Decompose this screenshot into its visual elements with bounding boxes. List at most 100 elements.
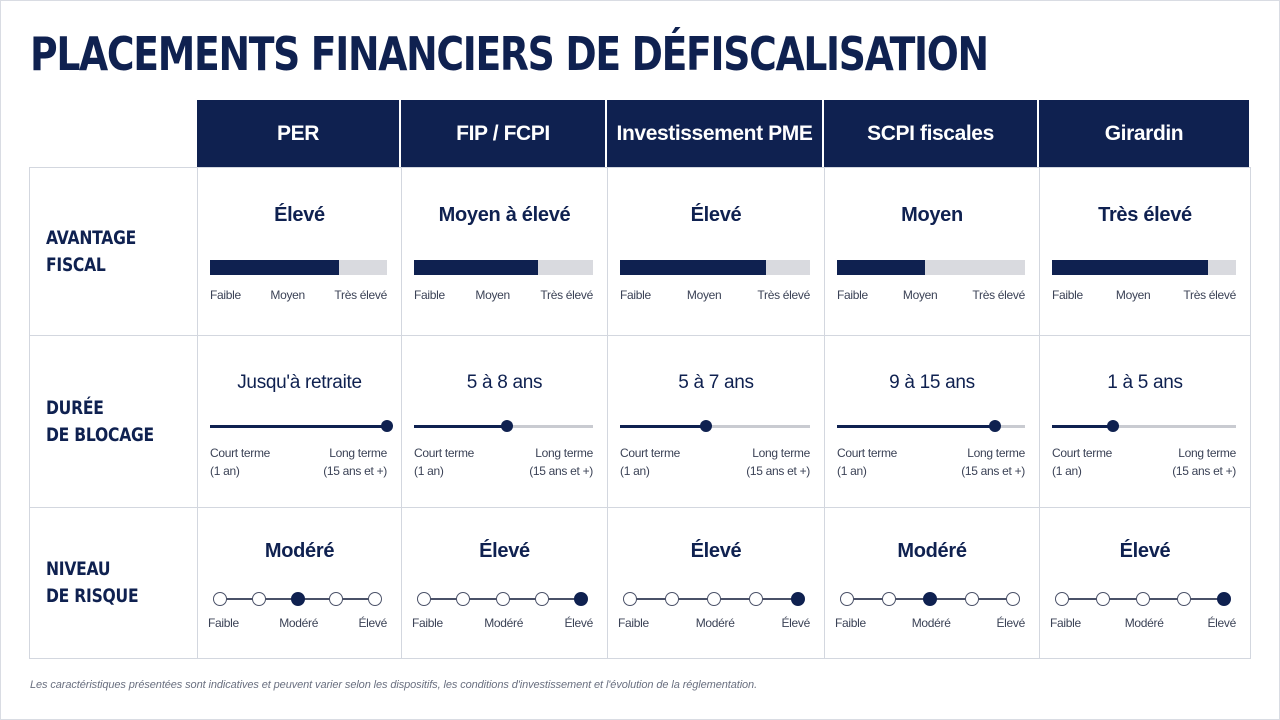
scale-label: Très élevé bbox=[1183, 288, 1236, 302]
duration-scale: Court terme (1 an) Long terme (15 ans et +) bbox=[837, 444, 1025, 480]
duration-start-label: Court terme bbox=[210, 446, 271, 460]
risk-scale: Faible Modéré Élevé bbox=[618, 616, 810, 630]
fiscal-cell: Très élevé Faible Moyen Très élevé bbox=[1039, 167, 1251, 335]
risk-dot bbox=[1095, 592, 1110, 606]
scale-label: Élevé bbox=[996, 616, 1025, 630]
duration-cell: 9 à 15 ans Court terme (1 an) Long terme (15… bbox=[824, 335, 1039, 507]
risk-dot bbox=[1136, 592, 1150, 606]
row-header-label: AVANTAGE FISCAL bbox=[46, 226, 137, 276]
fiscal-scale: Faible Moyen Très élevé bbox=[620, 288, 810, 302]
duration-fill bbox=[837, 425, 995, 428]
duration-knob bbox=[1106, 420, 1119, 432]
risk-cell: Modéré Faible Modéré Élevé bbox=[824, 507, 1039, 659]
scale-label: Élevé bbox=[358, 616, 387, 630]
fiscal-value: Élevé bbox=[690, 204, 742, 226]
fiscal-level-bar bbox=[210, 260, 387, 275]
scale-label: Moyen bbox=[686, 288, 722, 302]
risk-cell: Élevé Faible Modéré Élevé bbox=[607, 507, 824, 659]
row-header-duration: DURÉE DE BLOCAGE bbox=[29, 335, 197, 507]
fiscal-scale: Faible Moyen Très élevé bbox=[837, 288, 1025, 302]
fiscal-value: Moyen à élevé bbox=[438, 204, 571, 226]
duration-value: 5 à 8 ans bbox=[466, 372, 543, 393]
duration-fill bbox=[210, 425, 387, 428]
scale-label: Très élevé bbox=[334, 288, 387, 302]
duration-start-label: Court terme bbox=[837, 446, 898, 460]
duration-value: 1 à 5 ans bbox=[1107, 372, 1183, 393]
row-header-fiscal: AVANTAGE FISCAL bbox=[29, 167, 197, 335]
risk-scale-dots bbox=[623, 592, 805, 606]
fiscal-level-fill bbox=[837, 260, 926, 275]
risk-dot bbox=[623, 592, 637, 606]
fiscal-level-bar bbox=[414, 260, 593, 275]
risk-dot bbox=[707, 592, 721, 606]
risk-dot-selected bbox=[290, 592, 305, 606]
duration-end-sub: (15 ans et +) bbox=[746, 464, 810, 478]
scale-label: Modéré bbox=[484, 616, 524, 630]
scale-label: Moyen bbox=[475, 288, 510, 302]
risk-dot bbox=[417, 592, 431, 606]
duration-end: Long terme (15 ans et +) bbox=[529, 444, 593, 480]
duration-slider bbox=[414, 420, 593, 432]
duration-start: Court terme (1 an) bbox=[1052, 444, 1112, 480]
duration-cell: Jusqu'à retraite Court terme (1 an) Long te… bbox=[197, 335, 401, 507]
duration-slider bbox=[837, 420, 1025, 432]
scale-label: Élevé bbox=[564, 616, 593, 630]
row-header-risk: NIVEAU DE RISQUE bbox=[29, 507, 197, 659]
risk-dot bbox=[1055, 592, 1069, 606]
risk-scale-dots bbox=[840, 592, 1020, 606]
fiscal-level-bar bbox=[1052, 260, 1236, 275]
scale-label: Très élevé bbox=[972, 288, 1025, 302]
duration-end: Long terme (15 ans et +) bbox=[1172, 444, 1236, 480]
duration-end: Long terme (15 ans et +) bbox=[746, 444, 810, 480]
duration-start-sub: (1 an) bbox=[837, 464, 867, 478]
fiscal-level-bar bbox=[620, 260, 810, 275]
duration-start: Court terme (1 an) bbox=[210, 444, 270, 480]
duration-knob bbox=[501, 420, 514, 432]
fiscal-level-fill bbox=[1052, 260, 1209, 275]
fiscal-cell: Moyen Faible Moyen Très élevé bbox=[824, 167, 1039, 335]
risk-dot-selected bbox=[923, 592, 937, 606]
risk-dot bbox=[534, 592, 549, 606]
risk-dot bbox=[456, 592, 471, 606]
duration-cell: 1 à 5 ans Court terme (1 an) Long terme (15 … bbox=[1039, 335, 1251, 507]
duration-end: Long terme (15 ans et +) bbox=[323, 444, 387, 480]
scale-label: Élevé bbox=[781, 616, 810, 630]
duration-end-label: Long terme bbox=[967, 446, 1025, 460]
duration-scale: Court terme (1 an) Long terme (15 ans et +) bbox=[1052, 444, 1236, 480]
scale-label: Faible bbox=[412, 616, 443, 630]
risk-dot bbox=[881, 592, 896, 606]
duration-end-label: Long terme bbox=[1178, 446, 1236, 460]
duration-start-sub: (1 an) bbox=[414, 464, 444, 478]
duration-slider bbox=[1052, 420, 1236, 432]
duration-value: 9 à 15 ans bbox=[889, 372, 975, 393]
risk-scale: Faible Modéré Élevé bbox=[835, 616, 1025, 630]
scale-label: Modéré bbox=[1124, 616, 1164, 630]
fiscal-level-fill bbox=[620, 260, 767, 275]
duration-scale: Court terme (1 an) Long terme (15 ans et +) bbox=[414, 444, 593, 480]
risk-cell: Élevé Faible Modéré Élevé bbox=[1039, 507, 1251, 659]
duration-fill bbox=[620, 425, 706, 428]
duration-end-sub: (15 ans et +) bbox=[323, 464, 387, 478]
fiscal-level-bar bbox=[837, 260, 1025, 275]
risk-cell: Élevé Faible Modéré Élevé bbox=[401, 507, 607, 659]
duration-value: Jusqu'à retraite bbox=[237, 372, 362, 393]
row-header-label: NIVEAU DE RISQUE bbox=[46, 558, 139, 607]
duration-end: Long terme (15 ans et +) bbox=[961, 444, 1025, 480]
duration-scale: Court terme (1 an) Long terme (15 ans et +) bbox=[210, 444, 387, 480]
scale-label: Faible bbox=[835, 616, 866, 630]
scale-label: Moyen bbox=[902, 288, 938, 302]
page-title: PLACEMENTS FINANCIERS DE DÉFISCALISATION bbox=[30, 27, 989, 81]
row-header-label: DURÉE DE BLOCAGE bbox=[46, 396, 154, 446]
scale-label: Faible bbox=[837, 288, 868, 302]
duration-scale: Court terme (1 an) Long terme (15 ans et +) bbox=[620, 444, 810, 480]
risk-dot-selected bbox=[574, 592, 588, 606]
scale-label: Faible bbox=[618, 616, 649, 630]
duration-fill bbox=[414, 425, 508, 428]
scale-label: Faible bbox=[620, 288, 651, 302]
risk-dot bbox=[213, 592, 227, 606]
column-header: SCPI fiscales bbox=[824, 100, 1039, 167]
risk-value: Modéré bbox=[264, 540, 335, 562]
risk-dot bbox=[368, 592, 382, 606]
risk-value: Modéré bbox=[897, 540, 967, 562]
comparison-table: PER FIP / FCPI Investissement PME SCPI fisc… bbox=[29, 100, 1251, 660]
